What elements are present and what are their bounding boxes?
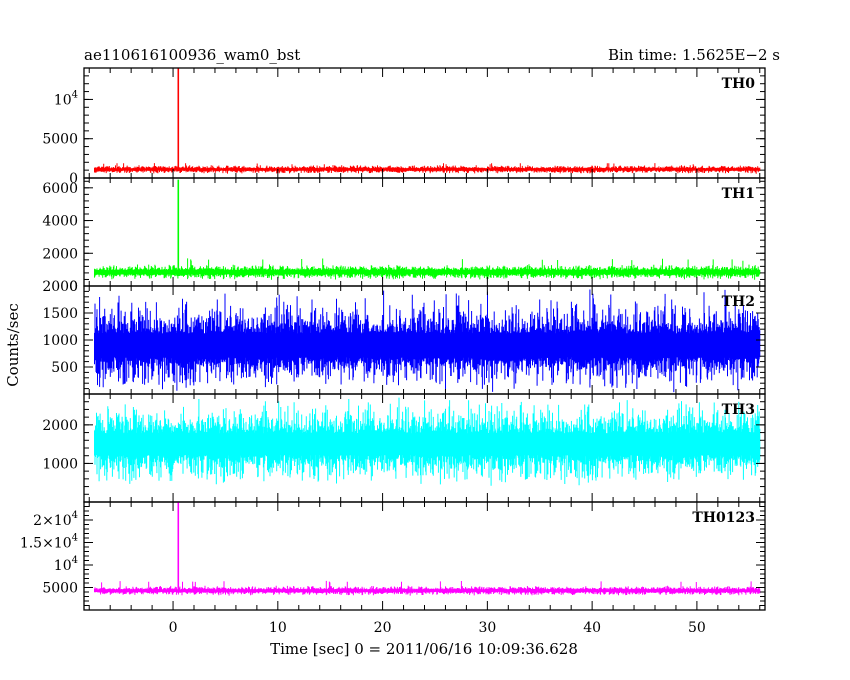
panel-th3: 1000 2000 TH3 xyxy=(42,393,766,503)
panel-label: TH0123 xyxy=(692,510,755,526)
panel-label: TH2 xyxy=(722,294,755,310)
y-tick-exponent: 4 xyxy=(72,533,78,544)
y-tick-label: 2×104 xyxy=(33,510,78,529)
y-tick-label: 2000 xyxy=(42,279,78,295)
y-tick-label: 1.5×104 xyxy=(20,533,78,552)
x-tick-label: 30 xyxy=(478,620,496,636)
y-tick-label: 4000 xyxy=(42,214,78,230)
panel-label: TH1 xyxy=(722,186,755,202)
series-trace-th0 xyxy=(94,163,761,174)
y-tick-label: 1000 xyxy=(42,456,78,472)
x-tick-label: 50 xyxy=(688,620,706,636)
x-tick-label: 20 xyxy=(374,620,392,636)
y-tick-label: 104 xyxy=(54,89,78,108)
chart-title: ae110616100936_wam0_bst xyxy=(84,46,300,64)
y-tick-label: 0 xyxy=(69,279,78,295)
panel-frame xyxy=(83,501,766,611)
y-tick-label: 6000 xyxy=(42,181,78,197)
x-tick-label: 10 xyxy=(269,620,287,636)
panel-label: TH0 xyxy=(722,76,756,92)
panel-label: TH3 xyxy=(722,402,755,418)
panel-th0: 0 5000 104 TH0 xyxy=(42,67,766,187)
series-trace-th2 xyxy=(94,289,761,393)
y-tick-exponent: 4 xyxy=(72,555,78,566)
x-tick-label: 0 xyxy=(169,620,178,636)
y-tick-label: 2000 xyxy=(42,246,78,262)
series-trace-th0123 xyxy=(94,580,761,596)
panel-frame xyxy=(83,67,766,179)
y-tick-label: 2000 xyxy=(42,418,78,434)
x-axis-label: Time [sec] 0 = 2011/06/16 10:09:36.628 xyxy=(270,640,578,658)
y-tick-label: 5000 xyxy=(42,132,78,148)
y-tick-label: 0 xyxy=(69,171,78,187)
y-tick-label: 1500 xyxy=(42,306,78,322)
panel-th0123: 5000 104 1.5×104 2×104 TH0123 0 10 20 30 40 50 xyxy=(20,501,766,636)
y-tick-label: 5000 xyxy=(42,581,78,597)
y-axis-label: Counts/sec xyxy=(4,303,22,387)
y-tick-label: 500 xyxy=(51,360,78,376)
x-tick-label: 40 xyxy=(583,620,601,636)
y-tick-exponent: 4 xyxy=(72,89,78,100)
y-tick-label: 1000 xyxy=(42,333,78,349)
bin-time-label: Bin time: 1.5625E−2 s xyxy=(608,46,780,64)
series-trace-th1 xyxy=(94,258,761,280)
panel-th2: 500 1000 1500 2000 TH2 xyxy=(42,279,766,395)
series-trace-th3 xyxy=(94,397,761,486)
y-tick-exponent: 4 xyxy=(72,510,78,521)
y-tick-label: 104 xyxy=(54,555,78,574)
